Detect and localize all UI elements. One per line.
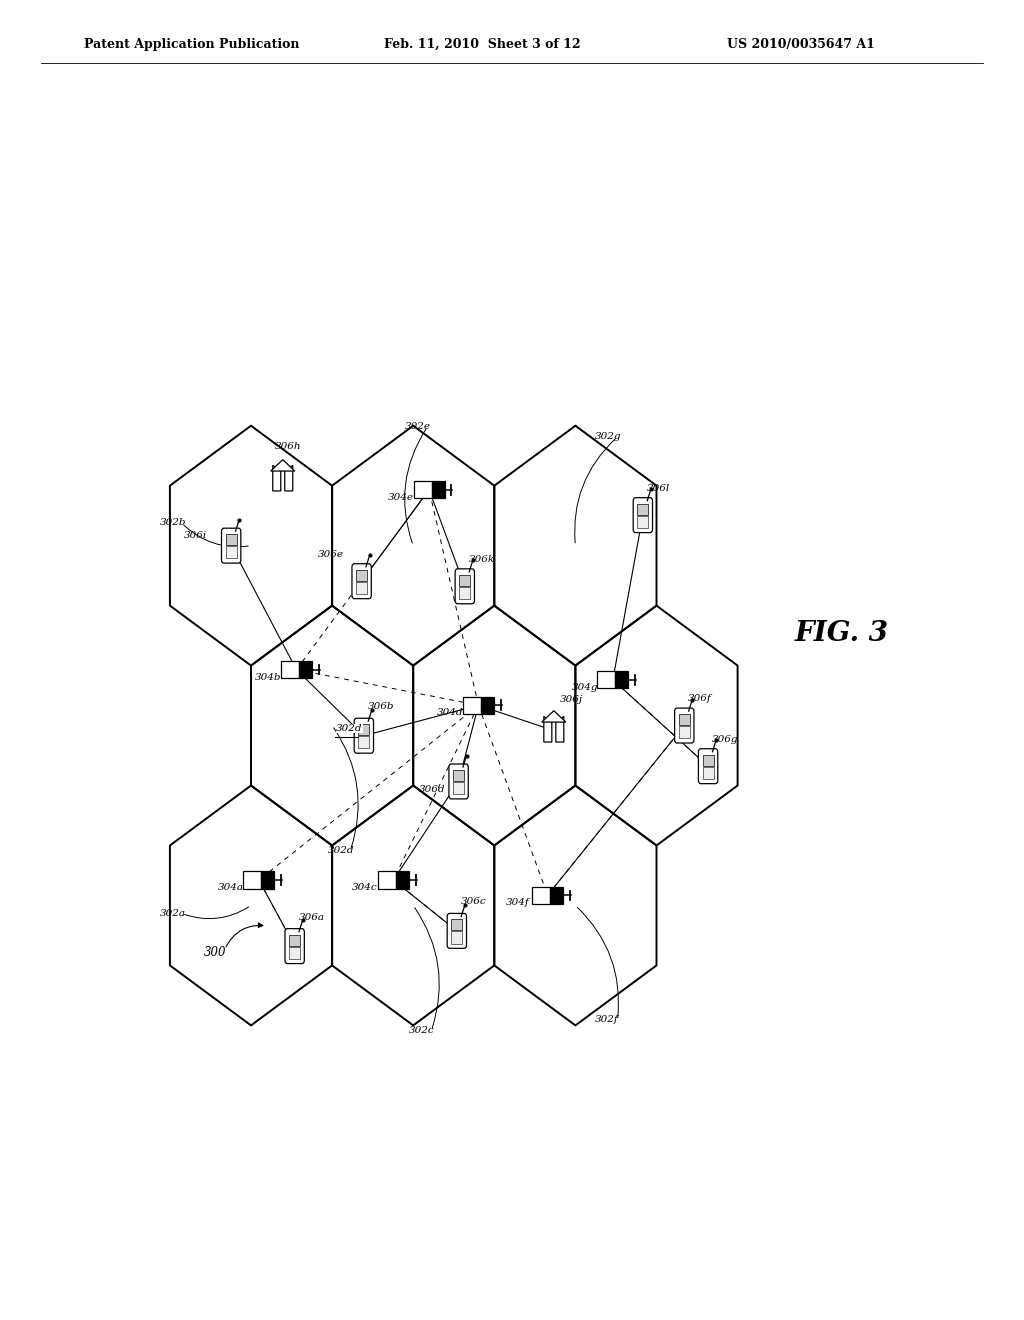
Text: 306c: 306c (461, 898, 486, 907)
Bar (615, 672, 629, 689)
Text: 302c: 302c (410, 1026, 435, 1035)
Text: 304d: 304d (437, 709, 464, 717)
Text: 302e: 302e (406, 422, 431, 430)
Text: 302d: 302d (336, 723, 362, 733)
Bar (225, 546, 237, 558)
Bar (454, 781, 464, 795)
Bar (358, 737, 370, 748)
Bar (289, 946, 300, 958)
FancyBboxPatch shape (455, 569, 474, 603)
Bar (299, 661, 312, 678)
Text: 302g: 302g (595, 432, 622, 441)
Text: 306g: 306g (712, 735, 738, 743)
Text: 304g: 304g (571, 682, 598, 692)
Bar (532, 887, 550, 904)
Bar (356, 582, 367, 594)
Text: 306a: 306a (299, 912, 325, 921)
Text: 304c: 304c (352, 883, 378, 892)
FancyBboxPatch shape (285, 929, 304, 964)
Text: 306k: 306k (469, 554, 495, 564)
Text: 302b: 302b (160, 519, 186, 527)
Bar (356, 570, 367, 581)
Bar (637, 504, 648, 515)
Polygon shape (542, 710, 566, 722)
Text: 304e: 304e (388, 492, 414, 502)
Polygon shape (272, 466, 281, 491)
Bar (281, 661, 299, 678)
Bar (460, 574, 470, 586)
FancyBboxPatch shape (633, 498, 652, 532)
Bar (702, 755, 714, 766)
Bar (225, 535, 237, 545)
Text: 302a: 302a (160, 908, 185, 917)
Text: 306f: 306f (688, 694, 712, 704)
Polygon shape (556, 717, 564, 742)
Polygon shape (270, 459, 295, 471)
Bar (550, 887, 563, 904)
Bar (460, 587, 470, 599)
Bar (463, 697, 481, 714)
FancyBboxPatch shape (354, 718, 374, 754)
Text: 302d: 302d (328, 846, 354, 854)
Text: 306b: 306b (368, 702, 394, 711)
Text: 306e: 306e (318, 550, 344, 558)
Bar (637, 516, 648, 528)
Bar (358, 725, 370, 735)
Bar (396, 871, 409, 888)
Text: US 2010/0035647 A1: US 2010/0035647 A1 (727, 37, 874, 50)
Text: 304f: 304f (506, 899, 530, 907)
FancyBboxPatch shape (352, 564, 372, 599)
FancyBboxPatch shape (447, 913, 467, 948)
Bar (378, 871, 396, 888)
Bar (414, 482, 431, 499)
Polygon shape (285, 466, 293, 491)
Bar (481, 697, 494, 714)
FancyBboxPatch shape (675, 708, 694, 743)
Text: 306l: 306l (647, 483, 670, 492)
Bar (261, 871, 274, 888)
Text: 306d: 306d (419, 784, 445, 793)
Bar (452, 932, 462, 944)
Text: 300: 300 (204, 946, 226, 960)
Polygon shape (544, 717, 552, 742)
Text: 306h: 306h (274, 442, 301, 451)
Text: FIG. 3: FIG. 3 (795, 620, 889, 647)
Bar (431, 482, 444, 499)
Bar (244, 871, 261, 888)
FancyBboxPatch shape (449, 764, 468, 799)
Text: 304b: 304b (255, 673, 282, 682)
Text: 306i: 306i (183, 531, 207, 540)
Bar (452, 919, 462, 931)
Text: Feb. 11, 2010  Sheet 3 of 12: Feb. 11, 2010 Sheet 3 of 12 (384, 37, 581, 50)
Text: Patent Application Publication: Patent Application Publication (84, 37, 299, 50)
Bar (454, 770, 464, 781)
Bar (702, 767, 714, 779)
Text: 306j: 306j (560, 696, 584, 704)
FancyBboxPatch shape (221, 528, 241, 564)
Text: 302f: 302f (595, 1015, 618, 1024)
Bar (289, 935, 300, 945)
Bar (679, 726, 690, 738)
Bar (679, 714, 690, 725)
Text: 304a: 304a (218, 883, 244, 892)
FancyBboxPatch shape (698, 748, 718, 784)
Bar (597, 672, 615, 689)
